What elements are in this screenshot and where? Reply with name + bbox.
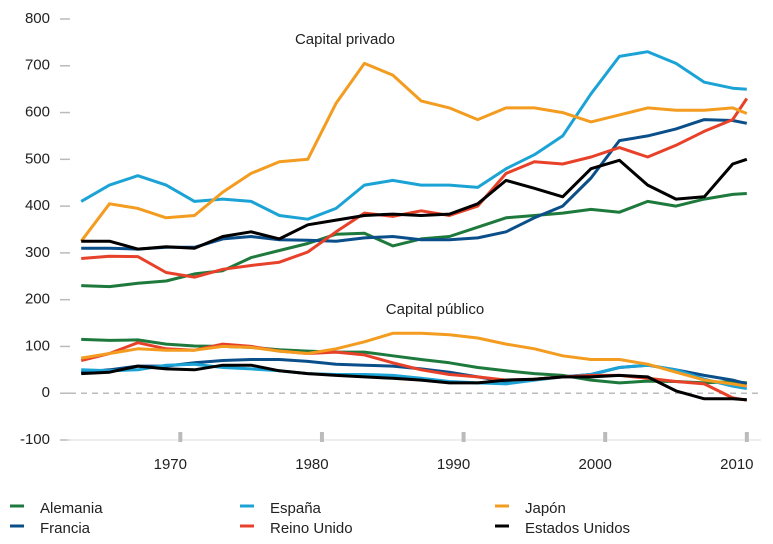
series-line — [81, 363, 747, 402]
y-tick-label: 500 — [25, 150, 50, 167]
series-line — [80, 61, 748, 243]
legend-label: Alemania — [40, 500, 103, 517]
y-tick-label: 800 — [25, 10, 50, 27]
y-tick-label: 0 — [42, 384, 50, 401]
y-tick-label: 600 — [25, 104, 50, 121]
y-tick-label: -100 — [20, 431, 50, 448]
series-line — [81, 157, 748, 251]
legend-label: Estados Unidos — [525, 520, 630, 537]
legend-label: Japón — [525, 500, 566, 517]
y-tick-label: 300 — [25, 244, 50, 261]
series-line — [81, 97, 749, 279]
series-line — [80, 331, 748, 388]
x-tick-label: 2000 — [579, 456, 612, 473]
legend-label: Francia — [40, 520, 91, 537]
x-tick-label: 1990 — [437, 456, 470, 473]
series-line — [81, 337, 747, 385]
y-tick-label: 700 — [25, 57, 50, 74]
x-tick-label: 1970 — [154, 456, 187, 473]
x-tick-label: 1980 — [295, 456, 328, 473]
y-tick-label: 100 — [25, 337, 50, 354]
y-tick-label: 400 — [25, 197, 50, 214]
annotation: Capital público — [386, 301, 484, 318]
series-line — [80, 50, 747, 221]
x-tick-label: 2010 — [720, 456, 753, 473]
legend-label: Reino Unido — [270, 520, 353, 537]
legend-label: España — [270, 500, 322, 517]
annotation: Capital privado — [295, 31, 395, 48]
y-tick-label: 200 — [25, 291, 50, 308]
